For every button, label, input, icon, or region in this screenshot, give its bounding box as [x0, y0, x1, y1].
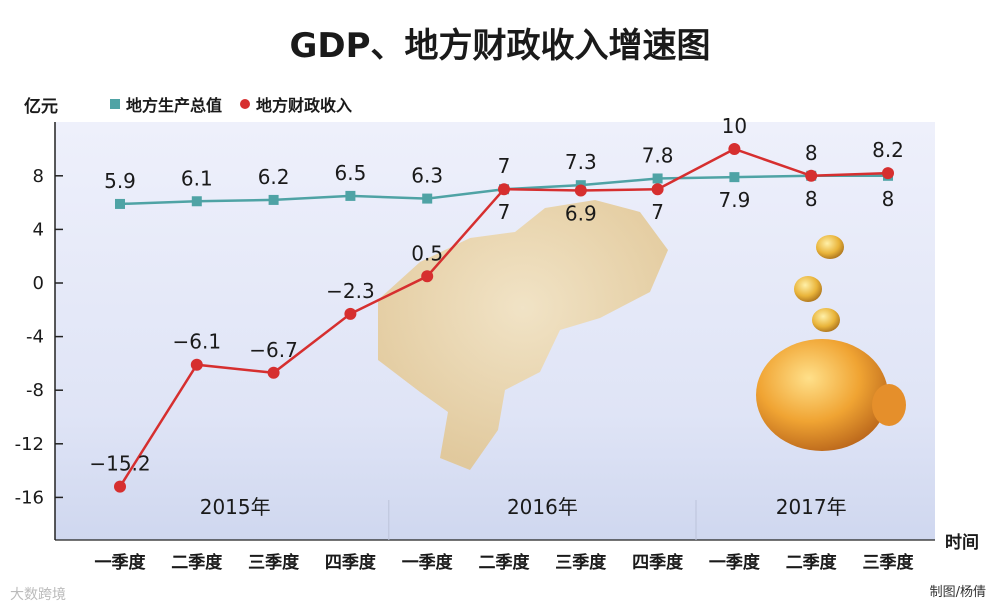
y-tick-label: 8 [33, 166, 44, 187]
gdp-data-label: 6.3 [411, 164, 443, 188]
revenue-data-label: 6.9 [565, 202, 597, 226]
gdp-data-label: 5.9 [104, 169, 136, 193]
legend: 地方生产总值 地方财政收入 [110, 92, 352, 116]
year-group-label: 2015年 [200, 495, 271, 519]
revenue-data-label: −6.1 [173, 330, 222, 354]
gdp-point [115, 198, 125, 209]
x-tick-label: 一季度 [402, 552, 454, 573]
revenue-data-label: −6.7 [249, 338, 298, 362]
decorative-map-and-piggy-bank [378, 200, 906, 470]
y-tick-label: -8 [26, 380, 44, 401]
legend-revenue: 地方财政收入 [240, 92, 352, 116]
revenue-point [498, 183, 510, 196]
revenue-point [267, 366, 280, 379]
y-axis-unit: 亿元 [24, 97, 58, 117]
piggy-snout-icon [872, 384, 906, 426]
y-tick-label: 0 [33, 273, 44, 294]
gdp-data-label: 7.9 [718, 188, 750, 212]
gdp-data-label: 6.5 [334, 161, 366, 185]
year-group-label: 2017年 [776, 495, 847, 519]
legend-circle-marker [240, 99, 251, 109]
revenue-point [882, 167, 894, 180]
gdp-data-label: 7.8 [642, 143, 674, 167]
chart-title: GDP、地方财政收入增速图 [289, 26, 711, 66]
credit-text: 制图/杨倩 [929, 585, 986, 600]
legend-gdp: 地方生产总值 [110, 92, 222, 116]
revenue-data-label: 7 [651, 200, 664, 224]
gdp-point [268, 194, 279, 205]
revenue-point [574, 184, 587, 197]
gdp-data-label: 8 [882, 187, 895, 211]
coin-icon [812, 308, 840, 332]
legend-revenue-label: 地方财政收入 [256, 96, 353, 115]
x-tick-label: 一季度 [95, 552, 147, 573]
gdp-point [652, 173, 663, 184]
revenue-point [114, 480, 126, 493]
gdp-data-label: 8 [805, 187, 818, 211]
revenue-point [651, 183, 664, 196]
x-tick-label: 一季度 [709, 552, 761, 573]
watermark: 大数跨境 [10, 587, 66, 603]
gdp-data-label: 7.3 [565, 150, 597, 174]
x-tick-label: 三季度 [248, 552, 300, 573]
revenue-point [805, 169, 818, 182]
y-tick-label: 4 [33, 219, 44, 240]
legend-gdp-label: 地方生产总值 [126, 96, 223, 115]
revenue-data-label: 0.5 [411, 241, 443, 265]
series-gdp: 5.9 6.1 6.2 6.5 6.3 7 7.3 7.8 7.9 8 8 [104, 143, 894, 224]
coin-icon [816, 235, 844, 259]
x-tick-label: 四季度 [325, 552, 377, 573]
revenue-point [421, 270, 434, 283]
x-axis: 一季度 二季度 三季度 四季度 一季度 二季度 三季度 四季度 一季度 二季度 三季度 时间 2015年… [55, 495, 979, 573]
map-illustration [378, 200, 668, 470]
gdp-point [191, 196, 202, 207]
revenue-data-label: −2.3 [326, 279, 375, 303]
revenue-point [344, 307, 357, 320]
coin-icon [794, 276, 822, 302]
revenue-data-label: 10 [722, 114, 747, 138]
x-tick-label: 三季度 [555, 552, 607, 573]
x-tick-label: 四季度 [632, 552, 684, 573]
x-tick-label: 二季度 [786, 552, 838, 573]
revenue-point [728, 143, 741, 155]
revenue-point [190, 358, 203, 371]
gdp-point [422, 193, 433, 204]
axes: 8 4 0 -4 -8 -12 -16 [15, 122, 63, 540]
gdp-data-label: 6.1 [181, 166, 213, 190]
x-tick-label: 三季度 [863, 552, 915, 573]
x-tick-label: 二季度 [479, 552, 531, 573]
revenue-data-label: 8 [805, 141, 818, 165]
revenue-data-label: −15.2 [89, 452, 150, 476]
series-revenue: −15.2 −6.1 −6.7 −2.3 0.5 7 6.9 7 10 8 8.2 [89, 114, 904, 493]
revenue-data-label: 7 [498, 154, 511, 178]
legend-square-marker [110, 99, 120, 109]
y-tick-label: -4 [26, 327, 44, 348]
gdp-point [729, 172, 740, 183]
y-tick-label: -12 [15, 434, 44, 455]
y-tick-label: -16 [15, 487, 44, 508]
x-axis-title: 时间 [945, 532, 979, 553]
x-tick-label: 二季度 [171, 552, 223, 573]
revenue-data-label: 8.2 [872, 138, 904, 162]
gdp-data-label: 6.2 [258, 165, 290, 189]
year-group-label: 2016年 [507, 495, 578, 519]
gdp-data-label: 7 [498, 200, 511, 224]
gdp-point [345, 190, 356, 201]
piggy-bank-icon [756, 339, 888, 451]
